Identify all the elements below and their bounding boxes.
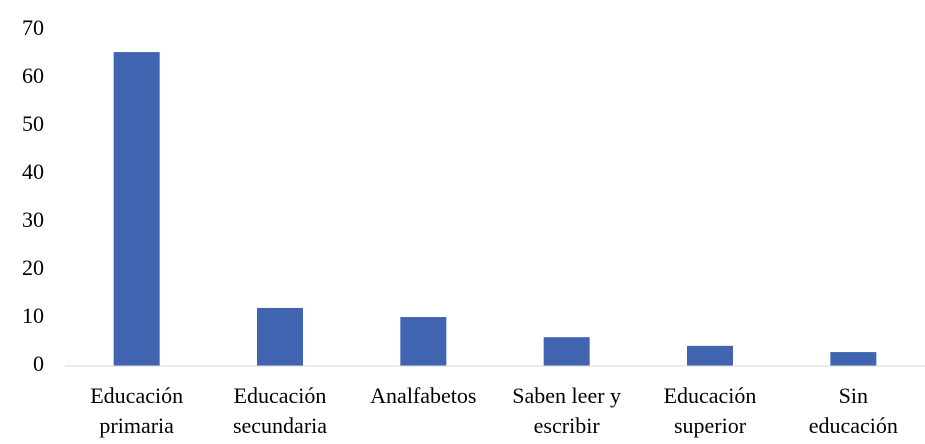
x-tick-label: Analfabetos (370, 383, 476, 408)
y-tick-label: 20 (22, 255, 44, 280)
bar (400, 317, 447, 366)
x-tick-label: Sin educación (809, 383, 898, 438)
y-tick-label: 60 (22, 63, 44, 88)
y-tick-label: 50 (22, 111, 44, 136)
y-tick-label: 40 (22, 159, 44, 184)
x-tick-label: Educación secundaria (233, 383, 327, 438)
bar (257, 307, 303, 366)
bar (830, 352, 877, 366)
x-tick-label: Saben leer y escribir (512, 383, 621, 438)
x-tick-label: Educación primaria (90, 383, 183, 438)
bar (113, 52, 160, 367)
y-tick-label: 70 (22, 15, 44, 40)
bar (543, 337, 590, 366)
y-tick-label: 10 (22, 303, 44, 328)
x-tick-label: Educación superior (664, 383, 757, 438)
bar (687, 345, 733, 366)
y-tick-label: 30 (22, 207, 44, 232)
y-tick-label: 0 (33, 351, 44, 376)
